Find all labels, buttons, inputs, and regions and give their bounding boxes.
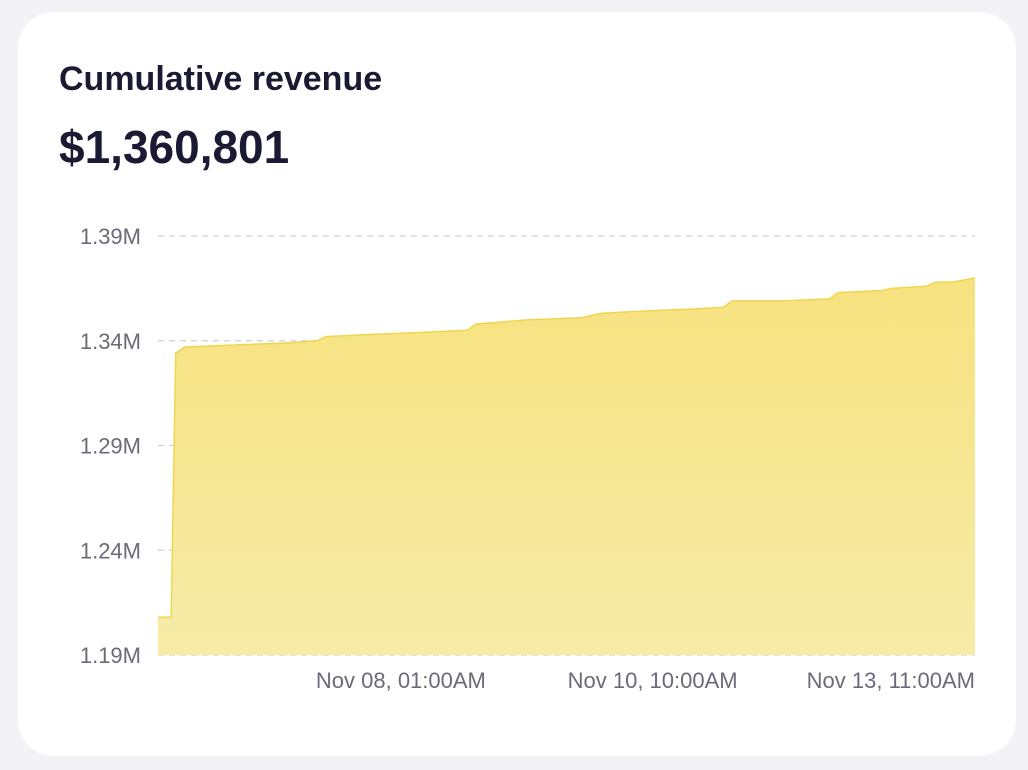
x-axis-ticks: Nov 08, 01:00AM Nov 10, 10:00AM Nov 13, 11… <box>316 668 975 693</box>
x-tick-label: Nov 10, 10:00AM <box>568 668 738 693</box>
revenue-area <box>158 277 975 655</box>
revenue-line <box>158 277 976 619</box>
card-title: Cumulative revenue <box>59 60 383 98</box>
area-series <box>158 277 976 655</box>
y-tick-label: 1.24M <box>80 538 141 563</box>
x-tick-label: Nov 08, 01:00AM <box>316 668 486 693</box>
total-revenue-value: $1,360,801 <box>59 121 290 173</box>
y-tick-label: 1.39M <box>80 224 141 249</box>
y-tick-label: 1.19M <box>80 643 141 668</box>
y-tick-label: 1.34M <box>80 329 141 354</box>
y-axis-ticks: 1.39M 1.34M 1.29M 1.24M 1.19M <box>80 224 141 668</box>
x-tick-label: Nov 13, 11:00AM <box>807 668 975 693</box>
y-tick-label: 1.29M <box>80 434 141 459</box>
